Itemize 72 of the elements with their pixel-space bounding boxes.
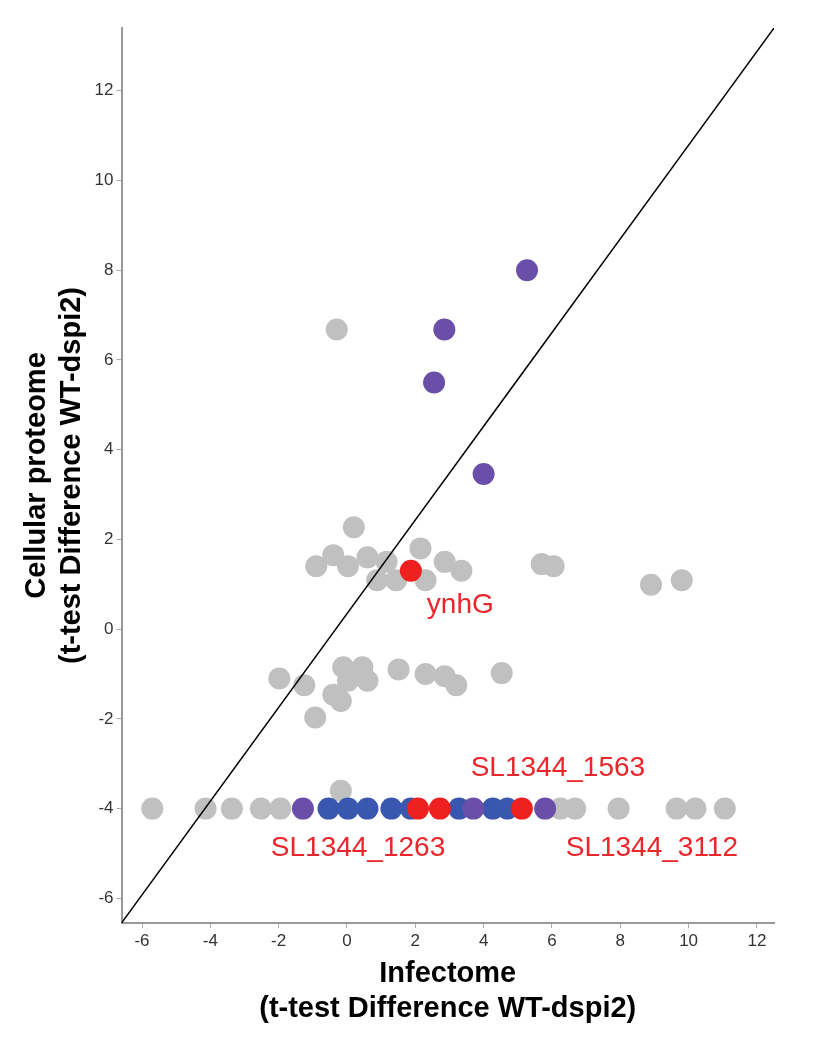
point xyxy=(317,797,340,820)
y-tick-label: 2 xyxy=(104,529,114,549)
point xyxy=(194,797,217,820)
y-tick-label: 6 xyxy=(104,349,114,369)
point xyxy=(670,569,693,592)
x-tick-label: 6 xyxy=(547,930,557,950)
y-tick-label: -6 xyxy=(98,888,114,908)
point xyxy=(534,797,557,820)
point xyxy=(713,797,736,820)
point xyxy=(516,259,539,282)
point xyxy=(684,797,707,820)
annotation: ynhG xyxy=(426,587,494,619)
point xyxy=(291,797,314,820)
point xyxy=(356,797,379,820)
y-tick-label: 10 xyxy=(94,170,114,190)
point xyxy=(423,371,446,394)
point xyxy=(433,550,456,573)
y-tick-label: 0 xyxy=(104,618,114,638)
point xyxy=(293,674,316,697)
point xyxy=(329,779,352,802)
point xyxy=(607,797,630,820)
point xyxy=(220,797,243,820)
x-tick-label: 4 xyxy=(478,930,489,950)
point xyxy=(322,544,345,567)
x-tick-label: -6 xyxy=(134,930,150,950)
x-axis-title: Infectome (t-test Difference WT-dspi2) xyxy=(259,955,637,1023)
point xyxy=(640,573,663,596)
point xyxy=(337,797,359,820)
point xyxy=(445,674,468,697)
point xyxy=(428,797,451,820)
point xyxy=(249,797,272,820)
x-tick-label: -4 xyxy=(202,930,218,950)
point xyxy=(414,663,437,686)
x-tick-label: 12 xyxy=(747,930,767,950)
point xyxy=(268,667,291,690)
x-tick-label: 0 xyxy=(342,930,352,950)
point xyxy=(399,559,422,582)
y-tick-label: 12 xyxy=(94,80,114,100)
point xyxy=(433,318,456,341)
y-tick-label: 8 xyxy=(104,259,114,279)
x-tick-label: 2 xyxy=(410,930,421,950)
point xyxy=(329,689,352,712)
point xyxy=(337,555,359,578)
point xyxy=(450,559,473,582)
y-tick-label: 4 xyxy=(104,439,114,459)
y-tick-label: -2 xyxy=(98,708,114,728)
annotation: SL1344_1263 xyxy=(270,831,446,863)
annotation: SL1344_3112 xyxy=(565,831,739,863)
point xyxy=(472,462,495,485)
point xyxy=(356,546,379,569)
point xyxy=(342,516,365,539)
point xyxy=(380,797,403,820)
point xyxy=(462,797,485,820)
x-tick-label: -2 xyxy=(271,930,287,950)
x-tick-label: 8 xyxy=(615,930,626,950)
point xyxy=(305,555,328,578)
point xyxy=(409,537,432,560)
point xyxy=(387,658,410,681)
point xyxy=(325,318,348,341)
point xyxy=(407,797,430,820)
point xyxy=(490,662,513,685)
y-tick-label: -4 xyxy=(98,798,114,818)
annotation: SL1344_1563 xyxy=(470,751,646,783)
x-tick-label: 10 xyxy=(679,930,699,950)
point xyxy=(141,797,164,820)
point xyxy=(510,797,533,820)
point xyxy=(269,797,292,820)
y-axis-title: Cellular proteome (t-test Difference WT-dspi2) xyxy=(19,286,87,665)
point xyxy=(304,706,327,729)
point xyxy=(356,669,379,692)
point xyxy=(337,669,359,692)
point xyxy=(665,797,688,820)
